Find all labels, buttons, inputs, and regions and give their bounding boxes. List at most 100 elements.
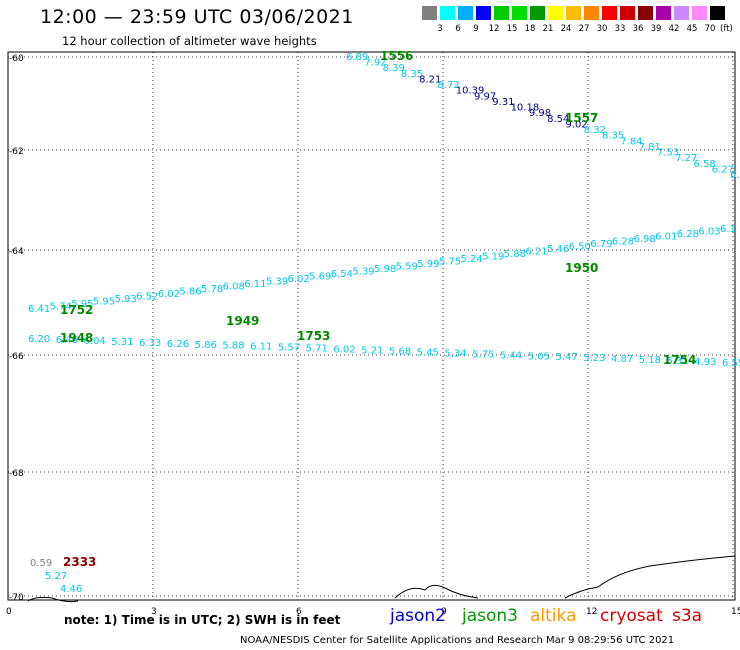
map-frame xyxy=(7,51,736,601)
wave-height-label: 6.02 xyxy=(333,345,355,356)
wave-height-label: 6.02 xyxy=(288,274,310,285)
pass-time-label: 1557 xyxy=(565,111,598,125)
wave-height-label: 7.84 xyxy=(620,136,642,147)
wave-height-label: 6.27 xyxy=(712,164,734,175)
wave-height-label: 8.72 xyxy=(437,80,459,91)
pass-time-label: 1950 xyxy=(565,261,598,275)
wave-height-label: 5.95 xyxy=(71,299,93,310)
color-swatch xyxy=(674,6,689,20)
coastline xyxy=(27,555,736,603)
wave-height-label: 9.98 xyxy=(529,108,551,119)
color-swatch xyxy=(584,6,599,20)
wave-height-label: 5.75 xyxy=(472,349,494,360)
wave-height-label: 6.28 xyxy=(612,237,634,248)
wave-height-label: 6.11 xyxy=(244,279,266,290)
wave-height-label: 5.93 xyxy=(115,294,137,305)
wave-height-label: 6.41 xyxy=(28,304,50,315)
color-swatch xyxy=(566,6,581,20)
wave-height-label: 6.08 xyxy=(223,282,245,293)
longitude-label: 12 xyxy=(586,607,597,617)
color-swatch xyxy=(638,6,653,20)
color-scale-label: 42 xyxy=(668,24,680,34)
pass-time-label: 1753 xyxy=(297,329,330,343)
color-swatch xyxy=(476,6,491,20)
wave-height-label: 6.11 xyxy=(250,342,272,353)
wave-height-label: 5.78 xyxy=(201,284,223,295)
wave-height-label: 7.27 xyxy=(675,153,697,164)
wave-height-label: 5.71 xyxy=(306,344,328,355)
wave-height-label: 8.35 xyxy=(602,131,624,142)
wave-height-label: 10.18 xyxy=(511,103,540,114)
wave-height-label: 5.88 xyxy=(504,249,526,260)
latitude-label: -66 xyxy=(9,352,24,362)
wave-height-label: 5.27 xyxy=(45,571,67,582)
wave-height-label: 6.26 xyxy=(167,339,189,350)
wave-height-label: 6.54 xyxy=(331,269,353,280)
color-swatch xyxy=(512,6,527,20)
pass-time-label: 1556 xyxy=(380,49,413,63)
color-scale-label: 45 xyxy=(686,24,698,34)
legend-jason3: jason3 xyxy=(462,606,518,626)
wave-height-label: 5.88 xyxy=(222,341,244,352)
wave-height-label: 6.58 xyxy=(693,159,715,170)
wave-height-label: 5.45 xyxy=(417,347,439,358)
wave-height-label: 8.35 xyxy=(401,69,423,80)
footer-credit: NOAA/NESDIS Center for Satellite Applica… xyxy=(240,635,675,646)
wave-height-label: 5.47 xyxy=(555,352,577,363)
wave-height-label: 7.81 xyxy=(639,142,661,153)
pass-time-label: 1754 xyxy=(663,353,696,367)
wave-height-label: 9.31 xyxy=(492,97,514,108)
wave-height-label: 8.39 xyxy=(383,63,405,74)
legend-altika: altika xyxy=(530,606,577,626)
color-scale-label: 12 xyxy=(488,24,500,34)
wave-height-label: 6.89 xyxy=(346,52,368,63)
color-scale-label: 30 xyxy=(596,24,608,34)
color-scale-label: 21 xyxy=(542,24,554,34)
wave-height-label: 0.59 xyxy=(30,558,52,569)
latitude-label: -62 xyxy=(9,147,24,157)
wave-height-label: 5.57 xyxy=(278,343,300,354)
wave-height-label: 6.03 xyxy=(698,227,720,238)
wave-height-label: 5.39 xyxy=(266,277,288,288)
wave-height-label: 5.24 xyxy=(461,254,483,265)
wave-height-label: 5.44 xyxy=(500,350,522,361)
wave-height-label: 6.52 xyxy=(136,292,158,303)
map-subtitle: 12 hour collection of altimeter wave hei… xyxy=(62,34,317,48)
wave-height-label: 9.02 xyxy=(565,119,587,130)
color-scale-unit: (ft) xyxy=(720,24,733,34)
wave-height-label: 6.04 xyxy=(84,336,106,347)
wave-height-label: 5.75 xyxy=(439,257,461,268)
wave-height-label: 6.46 xyxy=(56,335,78,346)
color-scale-label: 39 xyxy=(650,24,662,34)
wave-height-label: 5.18 xyxy=(639,355,661,366)
legend-cryosat: cryosat xyxy=(600,606,663,626)
color-scale-label: 9 xyxy=(473,24,479,34)
longitude-label: 15 xyxy=(731,607,740,617)
legend-jason2: jason2 xyxy=(390,606,446,626)
wave-height-label: 8.32 xyxy=(584,125,606,136)
wave-height-label: 9.97 xyxy=(474,91,496,102)
wave-height-label: 6.55 xyxy=(722,358,740,369)
wave-height-label: 5.86 xyxy=(195,340,217,351)
wave-height-label: 4.87 xyxy=(611,354,633,365)
color-swatch xyxy=(710,6,725,20)
color-scale-label: 6 xyxy=(455,24,461,34)
wave-height-label: 5.95 xyxy=(93,297,115,308)
wave-height-label: 5.86 xyxy=(179,287,201,298)
wave-height-label: 8.21 xyxy=(419,74,441,85)
wave-height-label: 5.74 xyxy=(50,302,72,313)
wave-height-label: 5.98 xyxy=(374,264,396,275)
wave-height-label: 5.99 xyxy=(417,259,439,270)
wave-height-label: 5.39 xyxy=(352,267,374,278)
wave-height-label: 5.21 xyxy=(361,346,383,357)
wave-height-label: 6.21 xyxy=(525,247,547,258)
color-swatch xyxy=(440,6,455,20)
pass-time-label: 1948 xyxy=(60,331,93,345)
wave-height-label: 5.31 xyxy=(666,356,688,367)
wave-height-label: 5.69 xyxy=(309,272,331,283)
wave-height-label: 5.34 xyxy=(444,348,466,359)
latitude-label: -70 xyxy=(9,593,24,603)
color-swatch xyxy=(422,6,437,20)
color-swatch xyxy=(692,6,707,20)
